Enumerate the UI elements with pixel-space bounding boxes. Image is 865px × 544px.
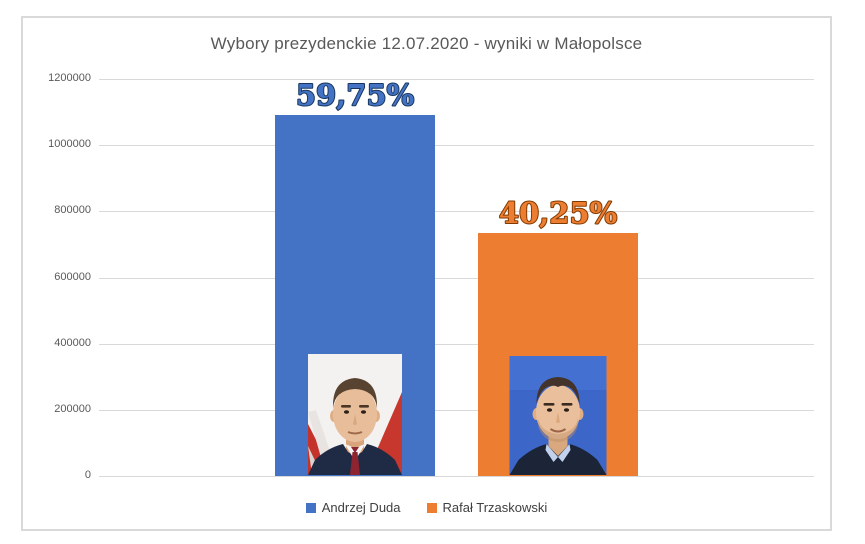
y-axis-tick-label: 200000 <box>54 402 91 415</box>
chart-legend: Andrzej Duda Rafał Trzaskowski <box>23 500 830 515</box>
legend-label-trzaskowski: Rafał Trzaskowski <box>442 500 548 515</box>
legend-swatch-trzaskowski <box>426 502 437 513</box>
legend-item-duda: Andrzej Duda <box>305 500 401 515</box>
y-axis-tick-label: 0 <box>84 469 91 481</box>
legend-swatch-duda <box>305 502 316 513</box>
data-label-duda: 59,75% <box>295 77 415 113</box>
data-label-trzaskowski: 40,25% <box>498 195 618 231</box>
plot-area: 59,75% 40,25% 1200000 1000000 800000 600000… <box>48 72 814 481</box>
gridline <box>99 79 814 80</box>
andrzej-duda-portrait <box>308 354 402 475</box>
gridline <box>99 409 814 411</box>
gridline <box>99 277 814 279</box>
y-axis-tick-label: 1000000 <box>48 138 91 151</box>
y-axis-tick-label: 400000 <box>54 336 91 349</box>
gridline <box>99 145 814 147</box>
y-axis-tick-label: 1200000 <box>48 72 91 84</box>
chart-title: Wybory prezydenckie 12.07.2020 - wyniki … <box>210 34 643 53</box>
rafal-trzaskowski-portrait <box>509 356 607 475</box>
gridline <box>99 343 814 345</box>
chart-container: Wybory prezydenckie 12.07.2020 - wyniki … <box>21 16 832 531</box>
bar-andrzej-duda <box>275 115 435 476</box>
data-label-trzaskowski-text: 40,25% <box>499 196 617 230</box>
gridline <box>99 476 814 477</box>
bar-rafal-trzaskowski <box>478 232 638 476</box>
legend-item-trzaskowski: Rafał Trzaskowski <box>426 500 548 515</box>
legend-label-duda: Andrzej Duda <box>321 500 401 515</box>
y-axis-tick-label: 800000 <box>54 204 91 217</box>
gridline <box>99 211 814 213</box>
y-axis-tick-label: 600000 <box>54 270 91 283</box>
data-label-duda-text: 59,75% <box>296 78 414 112</box>
